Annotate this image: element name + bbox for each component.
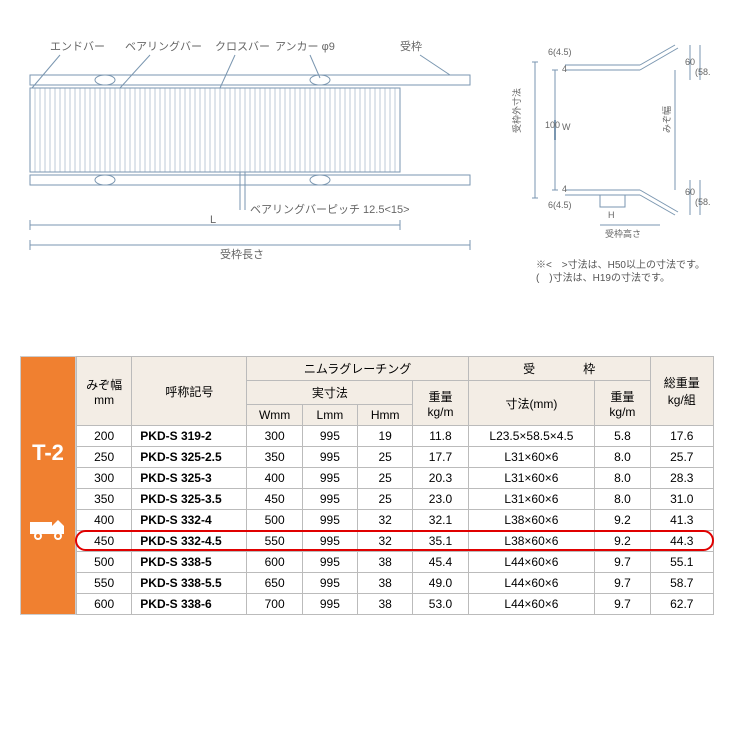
- dim-100: 100: [545, 120, 560, 130]
- col-H: Hmm: [358, 405, 413, 426]
- dim-4top: 4: [562, 64, 567, 74]
- dim-W: W: [562, 122, 571, 132]
- col-model: 呼称記号: [132, 357, 247, 426]
- col-L: Lmm: [302, 405, 357, 426]
- label-bearingbar: ベアリングバー: [125, 39, 202, 53]
- spec-table-area: T-2 みぞ幅 mm 呼称記号 ニムラグレーチング 受 枠 総重量 kg/組 実…: [20, 356, 714, 615]
- table-row: 250PKD-S 325-2.53509952517.7L31×60×68.02…: [77, 447, 714, 468]
- table-row: 350PKD-S 325-3.54509952523.0L31×60×68.03…: [77, 489, 714, 510]
- table-row: 450PKD-S 332-4.55509953235.1L38×60×69.24…: [77, 531, 714, 552]
- note-2: ( )寸法は、H19の寸法です。: [536, 272, 705, 285]
- label-endbar: エンドバー: [50, 40, 105, 53]
- dim-4bot: 4: [562, 184, 567, 194]
- grating-diagram: エンドバー ベアリングバー クロスバー アンカー φ9 受枠 ベアリングバーピッ…: [20, 30, 480, 280]
- category-label: T-2: [20, 356, 76, 615]
- note-1: ※< >寸法は、H50以上の寸法です。: [536, 259, 705, 272]
- col-actual: 実寸法: [247, 381, 413, 405]
- col-mizo: みぞ幅 mm: [77, 357, 132, 426]
- table-row: 300PKD-S 325-34009952520.3L31×60×68.028.…: [77, 468, 714, 489]
- dim-top-left: 6(4.5): [548, 47, 572, 57]
- col-total: 総重量 kg/組: [650, 357, 713, 426]
- label-outer-dim: 受枠外寸法: [511, 88, 522, 133]
- dim-H: H: [608, 210, 615, 220]
- diagram-notes: ※< >寸法は、H50以上の寸法です。 ( )寸法は、H19の寸法です。: [536, 259, 705, 285]
- table-row: 500PKD-S 338-56009953845.4L44×60×69.755.…: [77, 552, 714, 573]
- label-frame-length: 受枠長さ: [220, 247, 264, 261]
- technical-diagram: エンドバー ベアリングバー クロスバー アンカー φ9 受枠 ベアリングバーピッ…: [20, 30, 720, 290]
- table-row: 550PKD-S 338-5.56509953849.0L44×60×69.75…: [77, 573, 714, 594]
- label-mizo: みぞ幅: [661, 106, 672, 133]
- label-crossbar: クロスバー: [215, 40, 270, 53]
- label-anchor: アンカー φ9: [275, 40, 335, 53]
- t2-label: T-2: [32, 440, 64, 466]
- table-row: 600PKD-S 338-67009953853.0L44×60×69.762.…: [77, 594, 714, 615]
- label-pitch: ベアリングバーピッチ 12.5<15>: [250, 202, 410, 216]
- label-uketsubo: 受枠: [400, 39, 422, 53]
- table-row: 200PKD-S 319-23009951911.8L23.5×58.5×4.5…: [77, 426, 714, 447]
- spec-table: みぞ幅 mm 呼称記号 ニムラグレーチング 受 枠 総重量 kg/組 実寸法 重…: [76, 356, 714, 615]
- table-row: 400PKD-S 332-45009953232.1L38×60×69.241.…: [77, 510, 714, 531]
- cross-section-diagram: 受枠外寸法 6(4.5) 6(4.5) 100 W 4 4 みぞ幅 60 (58…: [500, 30, 710, 280]
- dim-585-top: (58.5): [695, 67, 710, 77]
- dim-bot-left: 6(4.5): [548, 200, 572, 210]
- col-size: 寸法(mm): [468, 381, 595, 426]
- label-height: 受枠高さ: [605, 228, 641, 239]
- col-grating: ニムラグレーチング: [247, 357, 468, 381]
- label-L: L: [210, 214, 216, 226]
- col-frame: 受 枠: [468, 357, 650, 381]
- col-W: Wmm: [247, 405, 302, 426]
- col-fweight: 重量 kg/m: [595, 381, 650, 426]
- col-weight: 重量 kg/m: [413, 381, 468, 426]
- dim-60-top: 60: [685, 57, 695, 67]
- truck-icon: [28, 516, 68, 542]
- dim-585-bot: (58.5): [695, 197, 710, 207]
- dim-60-bot: 60: [685, 187, 695, 197]
